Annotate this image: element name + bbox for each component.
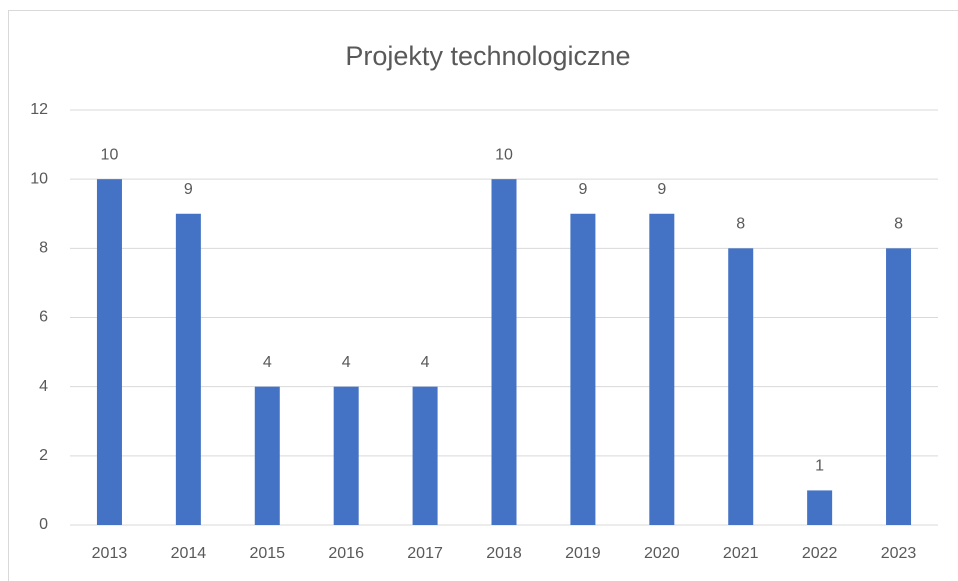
bar [649,213,675,525]
x-tick-label: 2016 [328,545,364,562]
x-tick-label: 2022 [802,545,838,562]
y-tick-label: 8 [39,240,48,257]
bar [491,179,517,525]
bar [175,213,201,525]
y-tick-label: 10 [30,170,48,187]
y-tick-label: 0 [39,516,48,533]
chart-title: Projekty technologiczne [345,41,630,71]
bar [96,179,122,525]
x-tick-label: 2021 [723,545,759,562]
value-label: 9 [578,181,587,198]
value-label: 4 [263,354,272,371]
bar [570,213,596,525]
x-tick-label: 2013 [92,545,128,562]
x-tick-label: 2020 [644,545,680,562]
value-label: 8 [894,216,903,233]
x-tick-label: 2018 [486,545,522,562]
y-tick-label: 4 [39,378,48,395]
y-tick-label: 12 [30,101,48,118]
x-tick-label: 2017 [407,545,443,562]
value-label: 8 [736,216,745,233]
bar [728,248,754,526]
value-label: 10 [495,146,513,163]
bar [333,386,359,525]
x-tick-label: 2014 [171,545,207,562]
value-label: 10 [101,146,119,163]
bar [807,490,833,525]
x-tick-label: 2019 [565,545,601,562]
bar [254,386,280,525]
value-label: 4 [342,354,351,371]
bar [412,386,438,525]
chart-border [8,10,958,581]
x-tick-label: 2023 [881,545,917,562]
value-label: 9 [184,181,193,198]
x-tick-label: 2015 [249,545,285,562]
value-label: 1 [815,458,824,475]
value-label: 4 [421,354,430,371]
y-tick-label: 2 [39,447,48,464]
value-label: 9 [657,181,666,198]
bar [886,248,912,526]
y-tick-label: 6 [39,309,48,326]
